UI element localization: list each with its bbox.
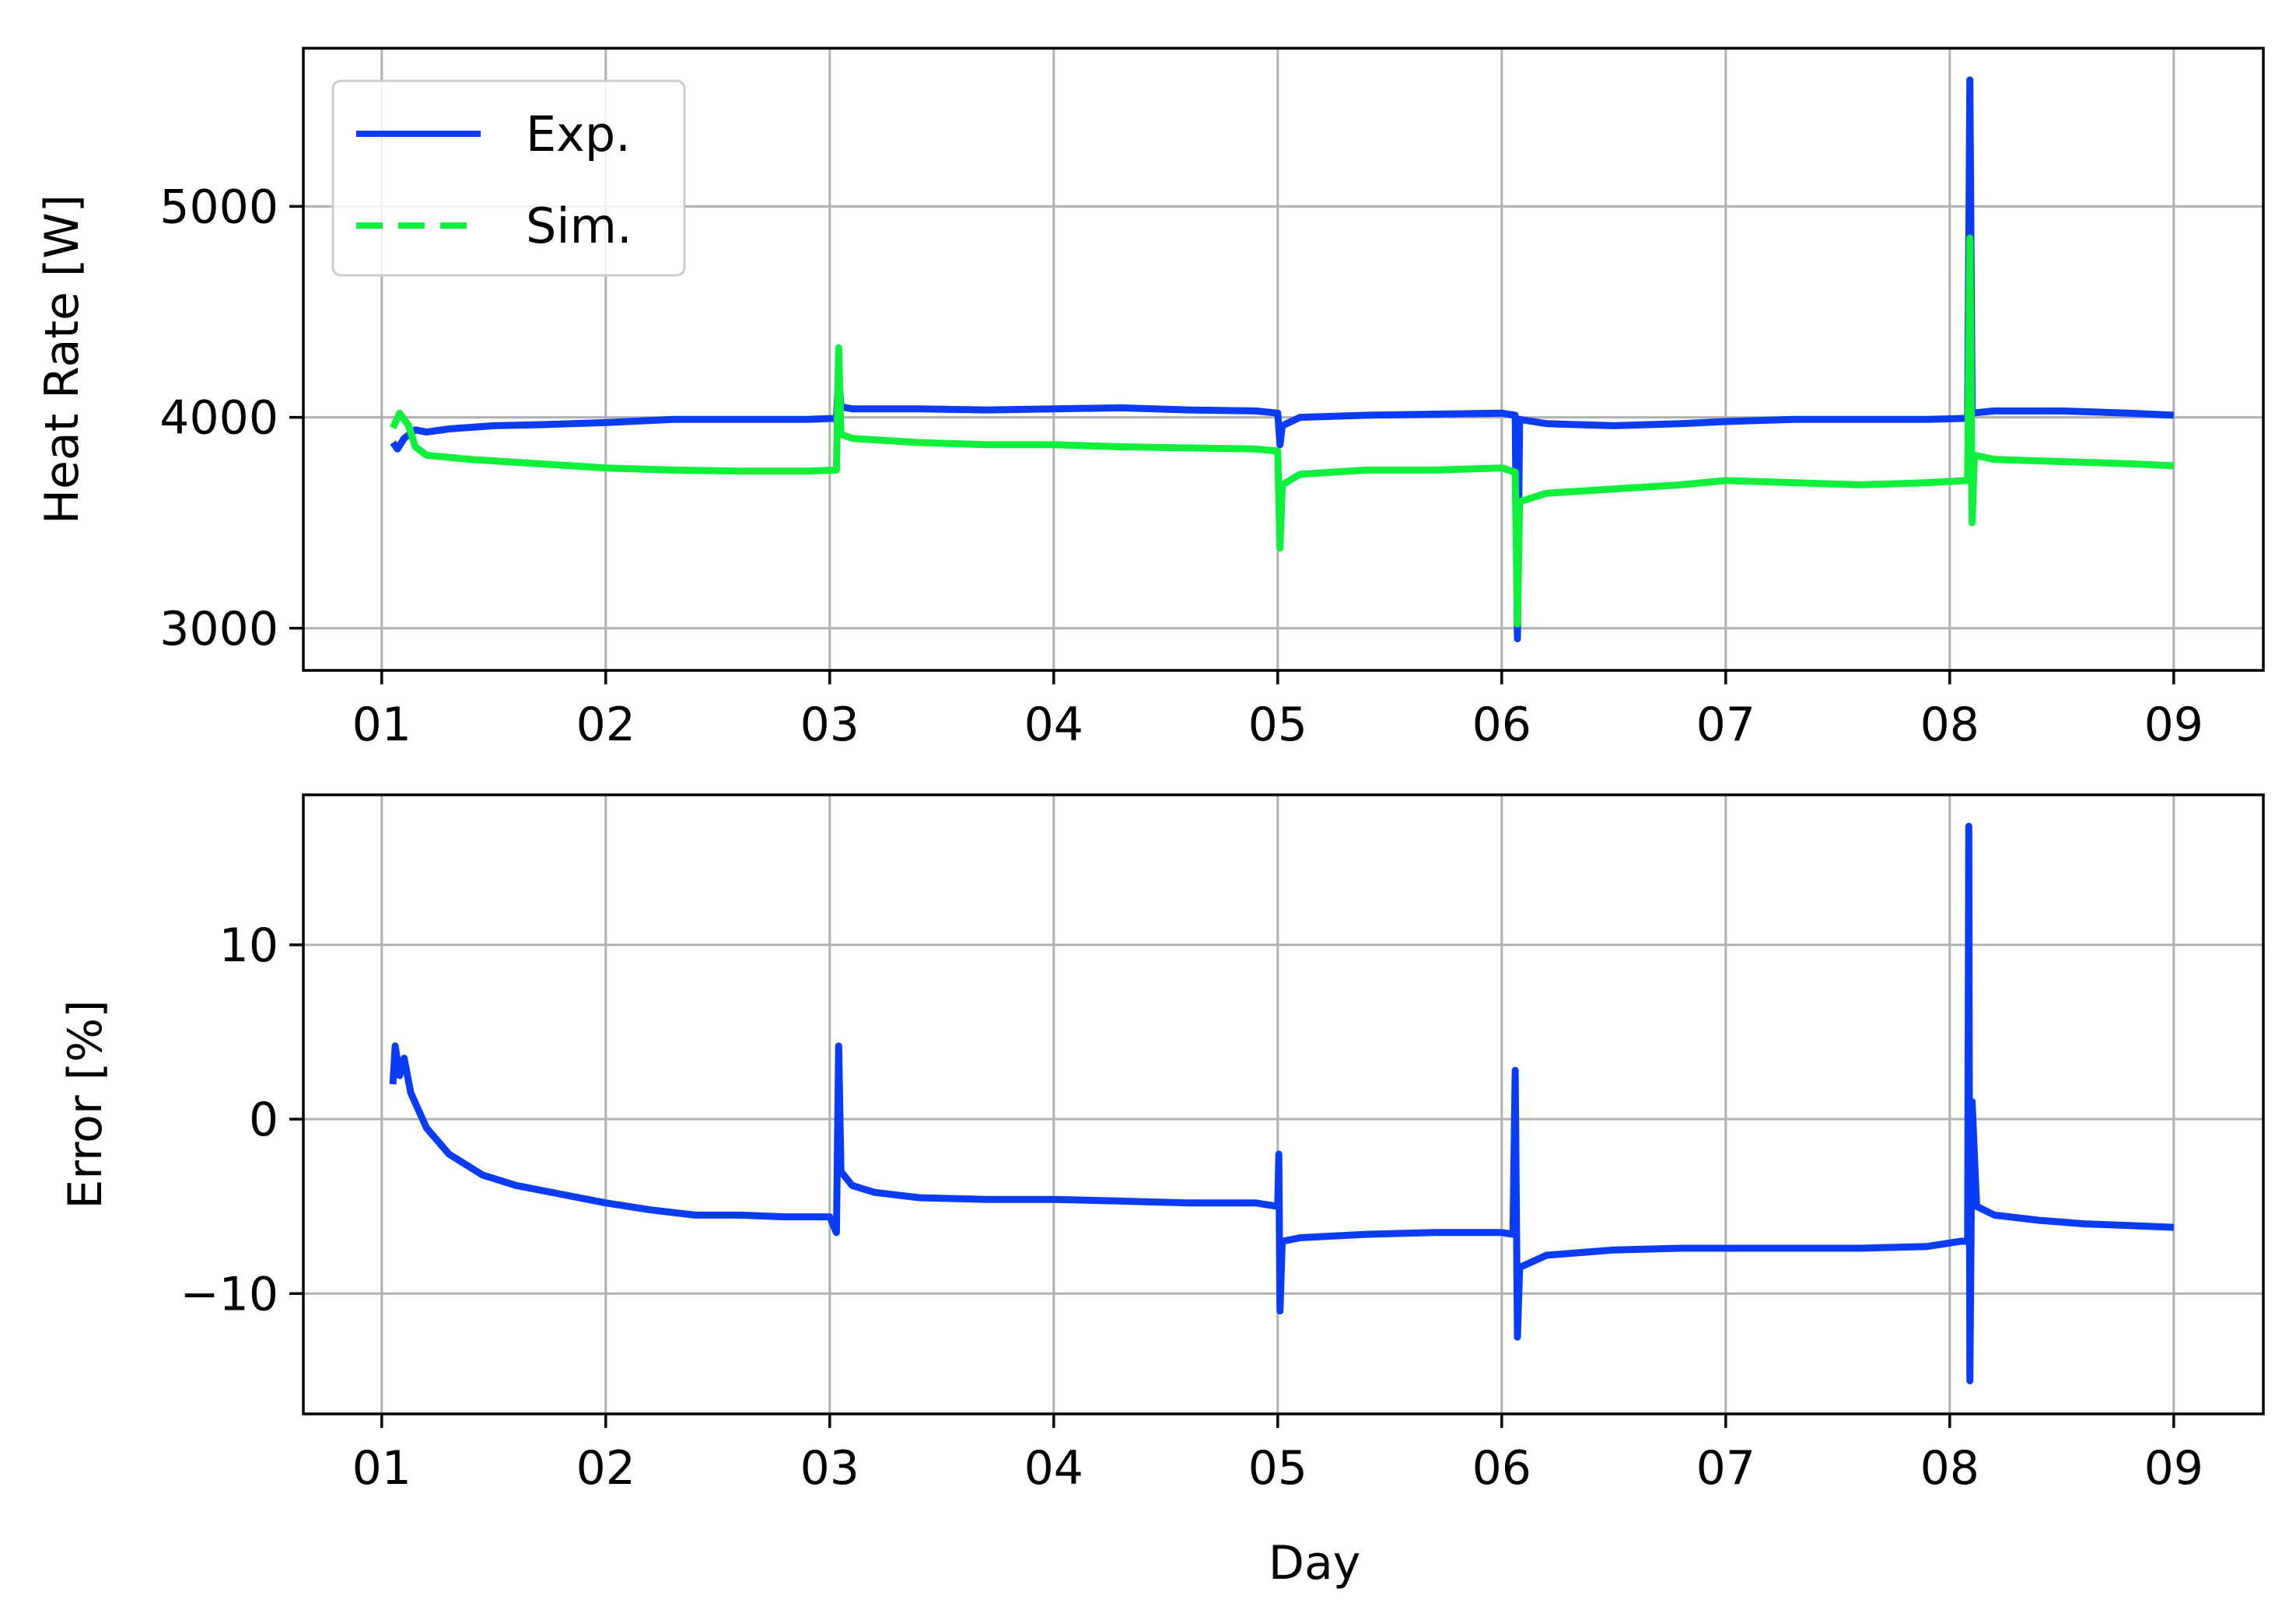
x-tick-label: 05 xyxy=(1248,1441,1307,1496)
y-tick-label: −10 xyxy=(180,1267,278,1321)
legend-label: Sim. xyxy=(526,198,632,254)
y-tick-label: 4000 xyxy=(159,391,278,446)
y-axis-label: Error [%] xyxy=(58,999,113,1209)
x-tick-label: 07 xyxy=(1696,698,1755,752)
x-tick-label: 09 xyxy=(2144,1441,2203,1496)
x-tick-label: 06 xyxy=(1472,698,1531,752)
x-tick-label: 04 xyxy=(1024,1441,1083,1496)
x-tick-label: 03 xyxy=(800,1441,859,1496)
x-tick-label: 03 xyxy=(800,698,859,752)
axes-frame xyxy=(302,793,2265,1415)
legend: Exp. Sim. xyxy=(331,79,686,277)
x-tick-label: 09 xyxy=(2144,698,2203,752)
x-axis-label: Day xyxy=(1269,1536,1360,1590)
subplot-1: 01 02 03 04 05 06 07 08 09 3000 4000 5000 Heat Rate … xyxy=(35,47,2265,752)
x-tick-label: 02 xyxy=(576,1441,635,1496)
x-tick-label: 05 xyxy=(1248,698,1307,752)
y-tick-label: 10 xyxy=(219,918,278,973)
x-tick-label: 07 xyxy=(1696,1441,1755,1496)
x-tick-label: 01 xyxy=(352,1441,411,1496)
x-tick-label: 04 xyxy=(1024,698,1083,752)
subplot-2: 01 02 03 04 05 06 07 08 09 −10 0 10 Error [%] Day xyxy=(58,793,2265,1590)
x-tick-label: 08 xyxy=(1920,698,1979,752)
axes-frame xyxy=(302,47,2265,672)
y-tick-label: 3000 xyxy=(159,602,278,656)
y-axis-label: Heat Rate [W] xyxy=(35,194,89,524)
grid xyxy=(303,795,2263,1414)
legend-label: Exp. xyxy=(526,106,631,163)
series-line-exp xyxy=(390,76,2175,642)
x-tick-label: 08 xyxy=(1920,1441,1979,1496)
x-tick-label: 01 xyxy=(352,698,411,752)
series-line-error xyxy=(389,822,2174,1384)
series-line-sim xyxy=(390,234,2175,628)
x-tick-label: 06 xyxy=(1472,1441,1531,1496)
y-tick-label: 0 xyxy=(249,1093,278,1147)
y-tick-label: 5000 xyxy=(159,180,278,234)
x-tick-label: 02 xyxy=(576,698,635,752)
